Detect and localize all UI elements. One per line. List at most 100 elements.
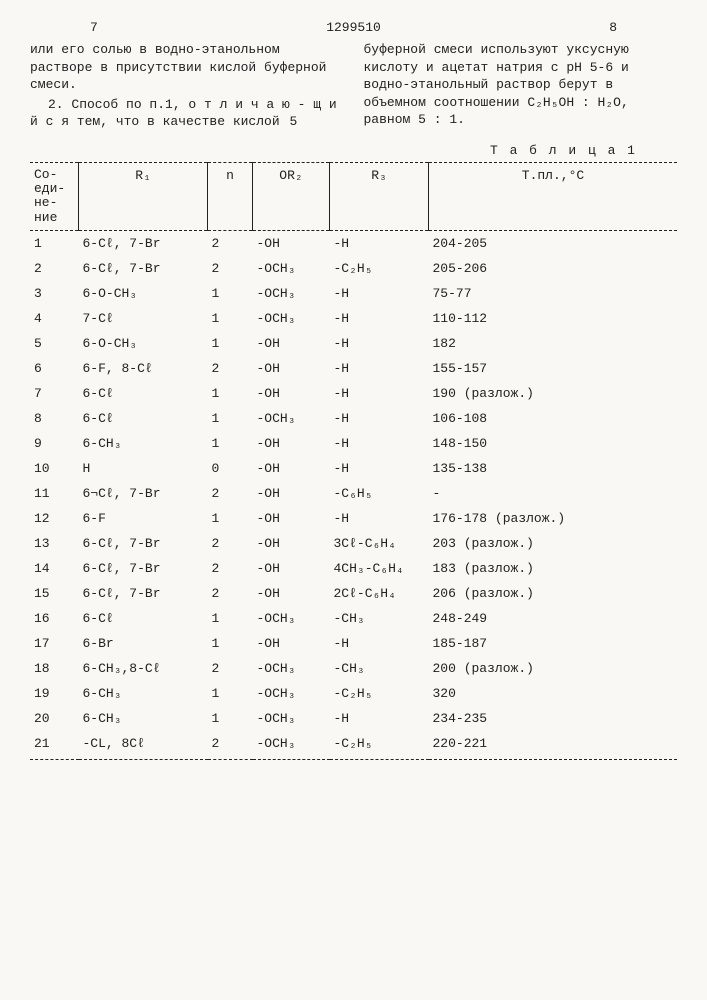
table-row: 156-Cℓ, 7-Br2-OH2Cℓ-C₆H₄206 (разлож.) bbox=[30, 581, 677, 606]
cell-nn: 2 bbox=[208, 581, 253, 606]
cell-nn: 1 bbox=[208, 681, 253, 706]
cell-r1: 6-Cℓ bbox=[79, 606, 208, 631]
cell-nn: 1 bbox=[208, 281, 253, 306]
cell-r3: -H bbox=[330, 281, 429, 306]
cell-or2: -OCH₃ bbox=[253, 606, 330, 631]
cell-or2: -OH bbox=[253, 356, 330, 381]
cell-or2: -OH bbox=[253, 531, 330, 556]
cell-or2: -OH bbox=[253, 556, 330, 581]
table-row: 86-Cℓ1-OCH₃-H106-108 bbox=[30, 406, 677, 431]
cell-nn: 1 bbox=[208, 606, 253, 631]
cell-nn: 2 bbox=[208, 356, 253, 381]
cell-r3: -C₂H₅ bbox=[330, 256, 429, 281]
cell-n: 11 bbox=[30, 481, 79, 506]
cell-or2: -OH bbox=[253, 481, 330, 506]
table-header-row: Со- еди- не- ние R₁ n OR₂ R₃ Т.пл.,°C bbox=[30, 162, 677, 230]
cell-n: 3 bbox=[30, 281, 79, 306]
cell-n: 1 bbox=[30, 230, 79, 256]
cell-r3: -H bbox=[330, 381, 429, 406]
cell-r1: 6-Cℓ, 7-Br bbox=[79, 230, 208, 256]
cell-r3: -H bbox=[330, 356, 429, 381]
cell-or2: -OH bbox=[253, 631, 330, 656]
table-row: 47-Cℓ1-OCH₃-H110-112 bbox=[30, 306, 677, 331]
cell-r3: -C₆H₅ bbox=[330, 481, 429, 506]
cell-r1: 6-O-CH₃ bbox=[79, 281, 208, 306]
cell-nn: 2 bbox=[208, 481, 253, 506]
cell-n: 14 bbox=[30, 556, 79, 581]
cell-r1: 6-Cℓ, 7-Br bbox=[79, 256, 208, 281]
cell-nn: 2 bbox=[208, 230, 253, 256]
table-body: 16-Cℓ, 7-Br2-OH-H204-20526-Cℓ, 7-Br2-OCH… bbox=[30, 230, 677, 759]
cell-r3: -H bbox=[330, 431, 429, 456]
th-mp: Т.пл.,°C bbox=[429, 162, 678, 230]
cell-r3: -H bbox=[330, 506, 429, 531]
cell-r1: 6¬Cℓ, 7-Br bbox=[79, 481, 208, 506]
cell-r1: 7-Cℓ bbox=[79, 306, 208, 331]
cell-mp: 176-178 (разлож.) bbox=[429, 506, 678, 531]
left-para-1: или его солью в водно-этанольном раствор… bbox=[30, 41, 344, 94]
cell-r3: -H bbox=[330, 706, 429, 731]
data-table: Со- еди- не- ние R₁ n OR₂ R₃ Т.пл.,°C 16… bbox=[30, 162, 677, 760]
cell-mp: 206 (разлож.) bbox=[429, 581, 678, 606]
table-row: 126-F1-OH-H176-178 (разлож.) bbox=[30, 506, 677, 531]
cell-r3: 3Cℓ-C₆H₄ bbox=[330, 531, 429, 556]
cell-nn: 1 bbox=[208, 431, 253, 456]
table-row: 10H0-OH-H135-138 bbox=[30, 456, 677, 481]
cell-r3: -H bbox=[330, 456, 429, 481]
cell-nn: 0 bbox=[208, 456, 253, 481]
cell-r1: -CL, 8Cℓ bbox=[79, 731, 208, 760]
cell-mp: 135-138 bbox=[429, 456, 678, 481]
cell-n: 17 bbox=[30, 631, 79, 656]
cell-n: 6 bbox=[30, 356, 79, 381]
table-row: 16-Cℓ, 7-Br2-OH-H204-205 bbox=[30, 230, 677, 256]
table-row: 26-Cℓ, 7-Br2-OCH₃-C₂H₅205-206 bbox=[30, 256, 677, 281]
cell-r3: -H bbox=[330, 306, 429, 331]
cell-r1: 6-Br bbox=[79, 631, 208, 656]
right-para: буферной смеси используют уксусную кисло… bbox=[364, 41, 678, 129]
cell-mp: 75-77 bbox=[429, 281, 678, 306]
cell-r1: 6-CH₃ bbox=[79, 706, 208, 731]
cell-n: 2 bbox=[30, 256, 79, 281]
cell-r3: -CH₃ bbox=[330, 606, 429, 631]
cell-r1: 6-F, 8-Cℓ bbox=[79, 356, 208, 381]
cell-r3: -C₂H₅ bbox=[330, 731, 429, 760]
table-row: 76-Cℓ1-OH-H190 (разлож.) bbox=[30, 381, 677, 406]
cell-nn: 2 bbox=[208, 731, 253, 760]
cell-mp: 110-112 bbox=[429, 306, 678, 331]
cell-r3: 2Cℓ-C₆H₄ bbox=[330, 581, 429, 606]
cell-r1: 6-Cℓ, 7-Br bbox=[79, 531, 208, 556]
cell-or2: -OH bbox=[253, 431, 330, 456]
table-row: 56-O-CH₃1-OH-H182 bbox=[30, 331, 677, 356]
cell-n: 10 bbox=[30, 456, 79, 481]
cell-nn: 2 bbox=[208, 256, 253, 281]
cell-n: 12 bbox=[30, 506, 79, 531]
cell-nn: 2 bbox=[208, 556, 253, 581]
table-row: 176-Br1-OH-H185-187 bbox=[30, 631, 677, 656]
table-row: 116¬Cℓ, 7-Br2-OH-C₆H₅- bbox=[30, 481, 677, 506]
cell-or2: -OCH₃ bbox=[253, 406, 330, 431]
cell-or2: -OH bbox=[253, 456, 330, 481]
cell-or2: -OH bbox=[253, 581, 330, 606]
cell-nn: 1 bbox=[208, 631, 253, 656]
cell-mp: 205-206 bbox=[429, 256, 678, 281]
table-row: 136-Cℓ, 7-Br2-OH3Cℓ-C₆H₄203 (разлож.) bbox=[30, 531, 677, 556]
cell-or2: -OCH₃ bbox=[253, 656, 330, 681]
cell-r1: 6-Cℓ, 7-Br bbox=[79, 556, 208, 581]
th-r3: R₃ bbox=[330, 162, 429, 230]
cell-or2: -OCH₃ bbox=[253, 256, 330, 281]
cell-mp: 190 (разлож.) bbox=[429, 381, 678, 406]
th-r1: R₁ bbox=[79, 162, 208, 230]
cell-or2: -OCH₃ bbox=[253, 306, 330, 331]
cell-n: 16 bbox=[30, 606, 79, 631]
col-num-left: 7 bbox=[90, 20, 98, 35]
cell-r1: 6-Cℓ bbox=[79, 406, 208, 431]
table-row: 36-O-CH₃1-OCH₃-H75-77 bbox=[30, 281, 677, 306]
left-para-2: 2. Способ по п.1, о т л и ч а ю - щ и й … bbox=[30, 96, 344, 131]
buffer-num: 5 bbox=[289, 114, 297, 129]
cell-r1: 6-CH₃ bbox=[79, 431, 208, 456]
cell-n: 8 bbox=[30, 406, 79, 431]
cell-nn: 1 bbox=[208, 706, 253, 731]
cell-or2: -OH bbox=[253, 381, 330, 406]
cell-nn: 1 bbox=[208, 331, 253, 356]
cell-r1: 6-CH₃ bbox=[79, 681, 208, 706]
